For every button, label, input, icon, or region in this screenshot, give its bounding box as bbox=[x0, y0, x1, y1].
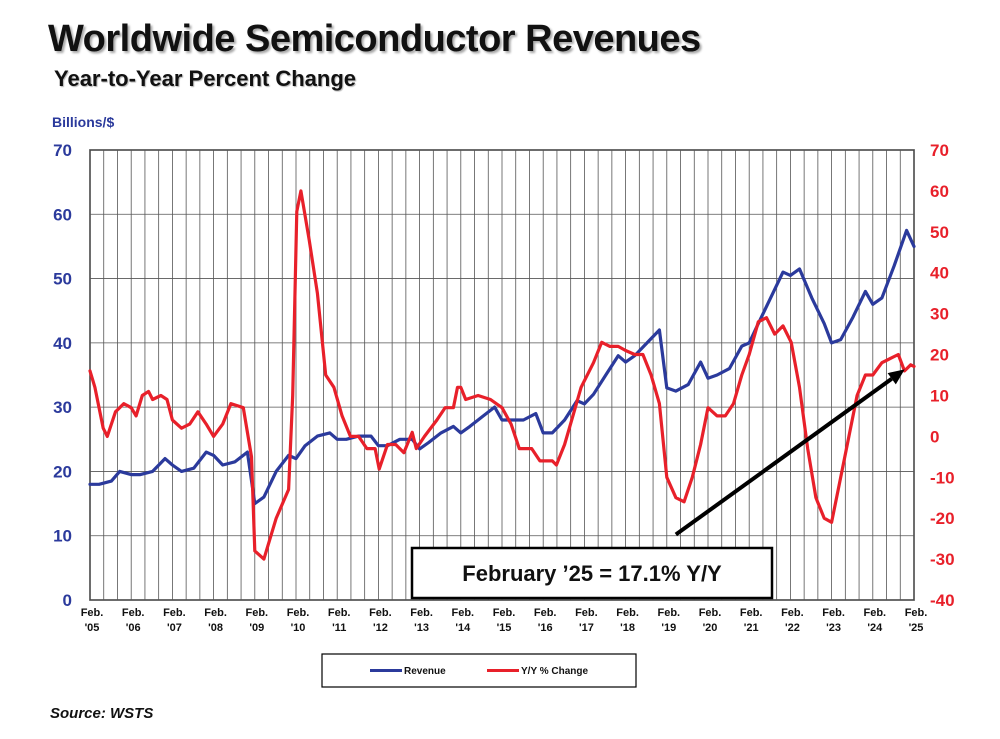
x-tick-label: Feb. bbox=[905, 607, 928, 619]
x-tick-label-year: '18 bbox=[620, 622, 635, 634]
right-tick-label: -10 bbox=[930, 468, 955, 487]
x-tick-label: Feb. bbox=[122, 607, 145, 619]
right-tick-label: 60 bbox=[930, 182, 949, 201]
x-tick-label-year: '19 bbox=[661, 622, 676, 634]
right-tick-label: 20 bbox=[930, 346, 949, 365]
right-tick-label: 0 bbox=[930, 427, 939, 446]
x-tick-label-year: '22 bbox=[785, 622, 800, 634]
x-tick-label: Feb. bbox=[616, 607, 639, 619]
page-title: Worldwide Semiconductor Revenues bbox=[48, 18, 701, 60]
right-tick-label: 10 bbox=[930, 386, 949, 405]
left-tick-label: 60 bbox=[53, 205, 72, 224]
x-tick-label-year: '12 bbox=[373, 622, 388, 634]
x-axis: Feb. '05 Feb. '06 Feb. '07 Feb. '08 Feb. '09 Feb. '… bbox=[81, 607, 928, 634]
left-tick-label: 70 bbox=[53, 141, 72, 160]
x-tick-label-year: '14 bbox=[455, 622, 471, 634]
right-tick-label: -20 bbox=[930, 509, 955, 528]
left-tick-label: 40 bbox=[53, 334, 72, 353]
callout-box bbox=[410, 546, 774, 600]
x-tick-label-year: '21 bbox=[744, 622, 759, 634]
legend-revenue-label: Revenue bbox=[404, 666, 446, 677]
x-tick-label-year: '17 bbox=[579, 622, 594, 634]
revenue-series-line bbox=[88, 228, 916, 506]
x-tick-label: Feb. bbox=[699, 607, 722, 619]
page-subtitle: Year-to-Year Percent Change bbox=[54, 66, 357, 91]
left-tick-label: 10 bbox=[53, 527, 72, 546]
x-tick-label-year: '20 bbox=[703, 622, 718, 634]
x-tick-label: Feb. bbox=[369, 607, 392, 619]
annotation: February ’25 = 17.1% Y/Y bbox=[410, 369, 905, 600]
unit-label: Billions/$ bbox=[52, 114, 115, 130]
x-tick-label: Feb. bbox=[493, 607, 516, 619]
series-layer bbox=[88, 189, 916, 561]
right-axis: -40 -30 -20 -10 0 10 20 30 40 50 60 70 bbox=[930, 141, 955, 610]
x-tick-label: Feb. bbox=[534, 607, 557, 619]
right-tick-label: 30 bbox=[930, 305, 949, 324]
right-tick-label: -30 bbox=[930, 550, 955, 569]
x-tick-label-year: '11 bbox=[332, 622, 346, 634]
x-tick-label-year: '05 bbox=[85, 622, 100, 634]
x-tick-label-year: '15 bbox=[497, 622, 512, 634]
left-axis: 0 10 20 30 40 50 60 70 bbox=[53, 141, 72, 610]
x-tick-label: Feb. bbox=[287, 607, 310, 619]
x-tick-label: Feb. bbox=[575, 607, 598, 619]
right-tick-label: 40 bbox=[930, 264, 949, 283]
x-tick-label-year: '06 bbox=[126, 622, 141, 634]
x-tick-label: Feb. bbox=[740, 607, 763, 619]
x-tick-label: Feb. bbox=[657, 607, 680, 619]
callout-arrow-head bbox=[887, 369, 905, 385]
x-tick-label: Feb. bbox=[328, 607, 351, 619]
legend: Revenue Y/Y % Change bbox=[321, 653, 637, 688]
x-tick-label: Feb. bbox=[781, 607, 804, 619]
left-tick-label: 0 bbox=[63, 591, 72, 610]
left-tick-label: 30 bbox=[53, 398, 72, 417]
x-tick-label-year: '25 bbox=[909, 622, 924, 634]
legend-box bbox=[321, 653, 637, 688]
x-tick-label: Feb. bbox=[410, 607, 433, 619]
legend-yoy-label: Y/Y % Change bbox=[521, 666, 588, 677]
x-tick-label: Feb. bbox=[245, 607, 268, 619]
grid bbox=[89, 149, 915, 601]
x-tick-label-year: '07 bbox=[167, 622, 182, 634]
right-tick-label: -40 bbox=[930, 591, 955, 610]
x-tick-label: Feb. bbox=[204, 607, 227, 619]
x-tick-label: Feb. bbox=[81, 607, 104, 619]
callout-arrow bbox=[674, 377, 893, 537]
callout-text: February ’25 = 17.1% Y/Y bbox=[462, 561, 722, 586]
x-tick-label: Feb. bbox=[822, 607, 845, 619]
right-tick-label: 50 bbox=[930, 223, 949, 242]
x-tick-label-year: '24 bbox=[867, 622, 883, 634]
x-tick-label-year: '16 bbox=[538, 622, 553, 634]
x-tick-label: Feb. bbox=[451, 607, 474, 619]
left-tick-label: 50 bbox=[53, 270, 72, 289]
x-tick-label-year: '13 bbox=[414, 622, 429, 634]
x-tick-label-year: '09 bbox=[249, 622, 264, 634]
left-tick-label: 20 bbox=[53, 462, 72, 481]
x-tick-label: Feb. bbox=[163, 607, 186, 619]
yoy-series-line bbox=[88, 189, 916, 561]
x-tick-label-year: '23 bbox=[826, 622, 841, 634]
x-tick-label-year: '10 bbox=[291, 622, 306, 634]
source-note: Source: WSTS bbox=[50, 705, 154, 722]
right-tick-label: 70 bbox=[930, 141, 949, 160]
x-tick-label-year: '08 bbox=[208, 622, 223, 634]
x-tick-label: Feb. bbox=[863, 607, 886, 619]
